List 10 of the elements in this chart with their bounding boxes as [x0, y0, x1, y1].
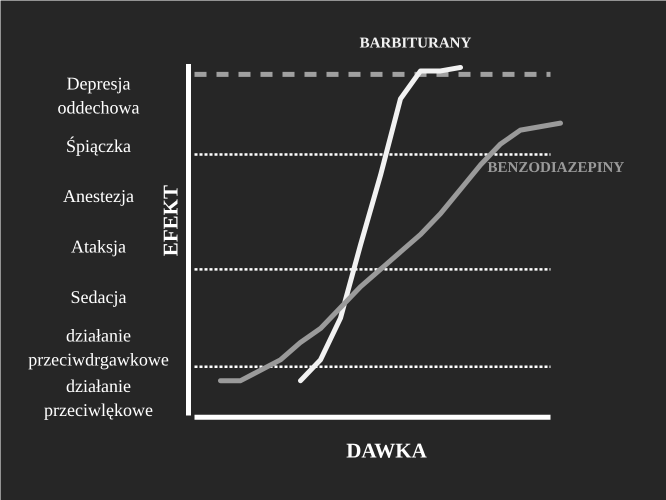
series-label: BENZODIAZEPINY: [488, 160, 624, 176]
text: Anestezja: [63, 186, 134, 206]
text: działanie przeciwlękowe: [44, 376, 153, 420]
text: Ataksja: [71, 236, 126, 257]
series-label: BARBITURANY: [360, 35, 472, 52]
text: Śpiączka: [66, 136, 131, 156]
y-axis-title: EFEKT: [158, 185, 182, 256]
text: Depresja oddechowa: [58, 73, 140, 118]
text: Sedacja: [70, 287, 126, 308]
x-axis-title: DAWKA: [346, 438, 428, 462]
